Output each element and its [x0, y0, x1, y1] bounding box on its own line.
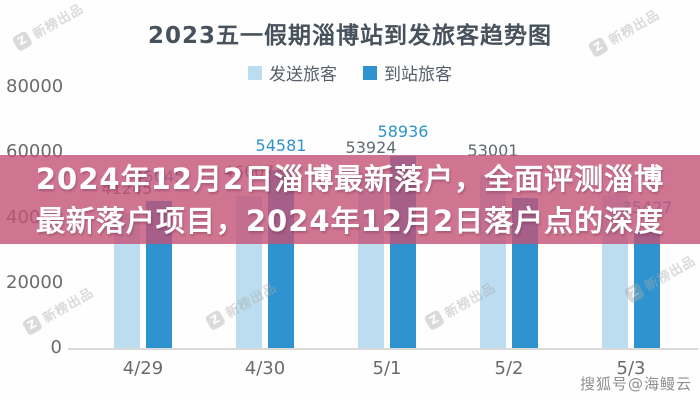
chart-legend: 发送旅客 到站旅客: [0, 60, 700, 85]
legend-item-arrive: 到站旅客: [363, 60, 452, 85]
y-axis-tick-80000: 80000: [6, 76, 64, 97]
brand-logo-icon: Z: [204, 308, 227, 331]
value-label-arrive-5/1: 58936: [377, 121, 429, 141]
headline-overlay-banner: 2024年12月2日淄博最新落户，全面评测淄博 最新落户项目，2024年12月2…: [0, 155, 700, 244]
value-label-depart-5/1: 53924: [345, 138, 397, 158]
value-label-arrive-4/30: 54581: [255, 135, 307, 155]
headline-line-1: 2024年12月2日淄博最新落户，全面评测淄博: [35, 161, 665, 196]
x-axis-tick-5/3: 5/3: [616, 358, 646, 379]
x-axis-tick-5/2: 5/2: [494, 358, 524, 379]
x-axis-tick-5/1: 5/1: [372, 358, 402, 379]
legend-swatch-arrive: [363, 65, 377, 80]
x-axis-line: [68, 348, 698, 350]
legend-label-depart: 发送旅客: [269, 65, 337, 85]
brand-logo-icon: Z: [423, 308, 446, 331]
legend-item-depart: 发送旅客: [248, 60, 337, 85]
y-axis-tick-0: 0: [50, 337, 62, 358]
bar-arrive-5/3: [634, 232, 660, 348]
x-axis-tick-4/30: 4/30: [244, 358, 286, 379]
legend-label-arrive: 到站旅客: [384, 65, 452, 85]
legend-swatch-depart: [248, 65, 262, 80]
sohu-watermark: 搜狐号@海鳗云: [579, 375, 692, 393]
chart-title: 2023五一假期淄博站到发旅客趋势图: [147, 23, 552, 49]
y-axis-tick-20000: 20000: [6, 271, 64, 293]
brand-logo-icon: Z: [21, 313, 44, 336]
x-axis-tick-4/29: 4/29: [122, 358, 164, 379]
headline-line-2: 最新落户项目，2024年12月2日落户点的深度: [35, 203, 665, 238]
